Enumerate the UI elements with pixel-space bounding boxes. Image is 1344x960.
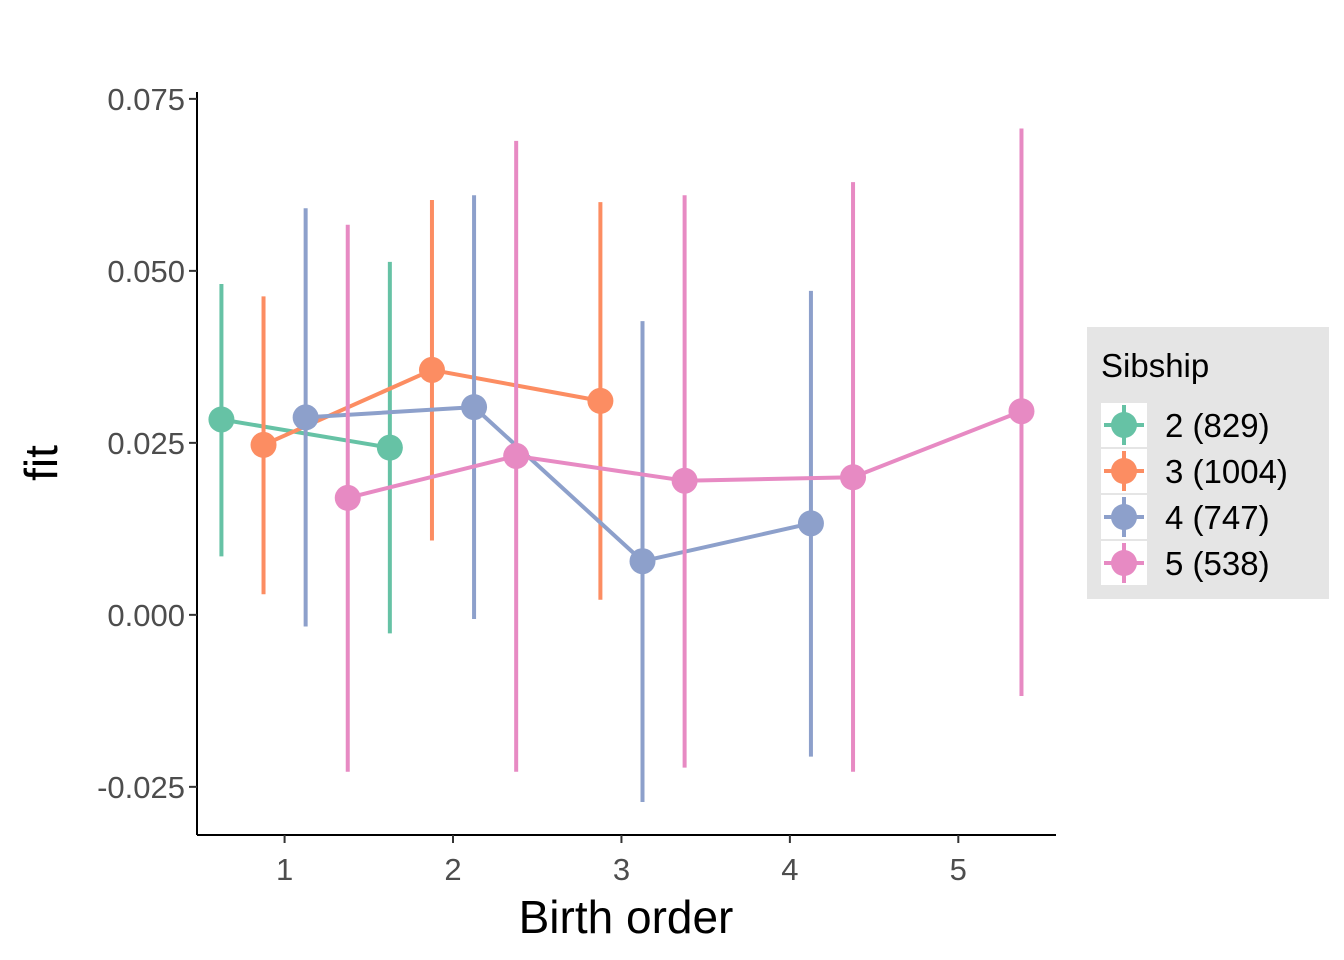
series-3: [292, 195, 824, 802]
legend: Sibship 2 (829) 3 (1004) 4 (747) 5 (538): [1087, 327, 1329, 599]
x-tick-label: 1: [276, 852, 293, 887]
legend-label: 2 (829): [1165, 407, 1270, 444]
x-axis: 1 2 3 4 5: [276, 835, 967, 887]
x-tick-label: 3: [613, 852, 630, 887]
legend-item: 5 (538): [1101, 541, 1270, 585]
legend-items: 2 (829) 3 (1004) 4 (747) 5 (538): [1101, 403, 1288, 585]
data-point: [208, 406, 235, 433]
y-tick-label: -0.025: [97, 770, 185, 805]
legend-label: 5 (538): [1165, 545, 1270, 582]
y-tick-label: 0.000: [107, 598, 185, 633]
legend-item: 3 (1004): [1101, 449, 1288, 493]
data-point: [587, 387, 614, 414]
data-point: [503, 442, 530, 469]
legend-item: 4 (747): [1101, 495, 1270, 539]
legend-key-point: [1111, 504, 1137, 530]
x-axis-title: Birth order: [519, 891, 734, 943]
plot-area: [208, 128, 1035, 802]
legend-title: Sibship: [1101, 347, 1209, 384]
series-line: [305, 405, 812, 564]
legend-key-point: [1111, 412, 1137, 438]
y-tick-label: 0.025: [107, 426, 185, 461]
data-point: [1008, 398, 1035, 425]
y-axis: -0.025 0.000 0.025 0.050 0.075: [97, 82, 197, 805]
data-point: [250, 431, 277, 458]
x-tick-label: 2: [444, 852, 461, 887]
x-tick-label: 4: [781, 852, 798, 887]
data-point: [840, 464, 867, 491]
legend-item: 2 (829): [1101, 403, 1270, 447]
y-tick-label: 0.050: [107, 254, 185, 289]
series-4: [334, 128, 1035, 772]
legend-key-point: [1111, 458, 1137, 484]
y-tick-label: 0.075: [107, 82, 185, 117]
data-point: [292, 404, 319, 431]
legend-key-point: [1111, 550, 1137, 576]
data-point: [376, 434, 403, 461]
data-point: [461, 394, 488, 421]
y-axis-title: fit: [15, 445, 67, 481]
series-1: [208, 261, 403, 634]
data-point: [797, 510, 824, 537]
x-tick-label: 5: [950, 852, 967, 887]
data-point: [334, 484, 361, 511]
data-point: [418, 356, 445, 383]
legend-label: 4 (747): [1165, 499, 1270, 536]
series-2: [250, 200, 614, 600]
data-point: [671, 467, 698, 494]
data-point: [629, 548, 656, 575]
legend-label: 3 (1004): [1165, 453, 1288, 490]
